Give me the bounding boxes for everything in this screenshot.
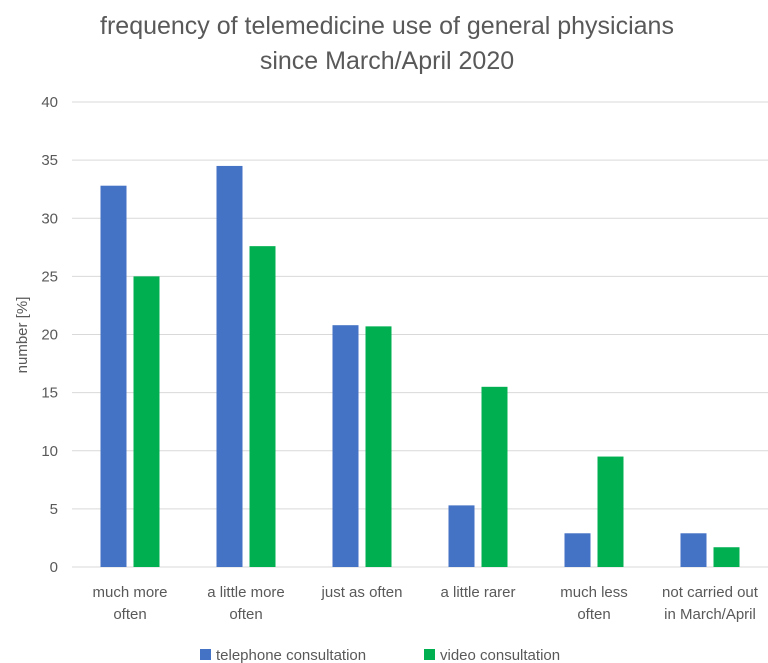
y-tick-label: 15: [41, 385, 58, 402]
gridlines: [72, 101, 768, 568]
bar-video: [597, 456, 624, 567]
x-tick-label: much more often: [92, 584, 167, 623]
chart-title-line-1: frequency of telemedicine use of general…: [100, 12, 674, 40]
y-tick-label: 30: [41, 210, 58, 227]
legend-label: telephone consultation: [216, 647, 366, 663]
bars: [100, 165, 740, 567]
y-tick-label: 10: [41, 443, 58, 460]
legend-swatch: [200, 649, 211, 660]
y-tick-label: 5: [50, 501, 58, 518]
y-tick-labels: 0 5 10 15 20 25 30 35 40: [41, 94, 58, 576]
y-axis-label: number [%]: [14, 297, 31, 374]
legend: telephone consultation video consultation: [200, 647, 560, 663]
bar-telephone: [216, 165, 243, 567]
x-tick-label: not carried out in March/April: [662, 584, 759, 623]
chart-title-line-2: since March/April 2020: [260, 47, 514, 75]
x-tick-label: a little more often: [207, 584, 285, 623]
bar-telephone: [100, 185, 127, 567]
y-tick-label: 0: [50, 559, 58, 576]
y-tick-label: 40: [41, 94, 58, 111]
x-tick-labels: much more often a little more often just as …: [92, 584, 758, 623]
y-tick-label: 20: [41, 327, 58, 344]
legend-swatch: [424, 649, 435, 660]
bar-video: [481, 386, 508, 567]
bar-telephone: [564, 533, 591, 567]
x-tick-label: a little rarer: [440, 584, 515, 601]
y-tick-label: 25: [41, 268, 58, 285]
bar-telephone: [448, 505, 475, 567]
bar-video: [713, 547, 740, 567]
x-tick-label: much less often: [560, 584, 628, 623]
bar-video: [365, 326, 392, 567]
bar-video: [249, 246, 276, 567]
bar-telephone: [332, 325, 359, 567]
x-tick-label: just as often: [321, 584, 403, 601]
legend-label: video consultation: [440, 647, 560, 663]
bar-video: [133, 276, 160, 567]
y-tick-label: 35: [41, 152, 58, 169]
chart-title: frequency of telemedicine use of general…: [100, 12, 674, 75]
bar-telephone: [680, 533, 707, 567]
